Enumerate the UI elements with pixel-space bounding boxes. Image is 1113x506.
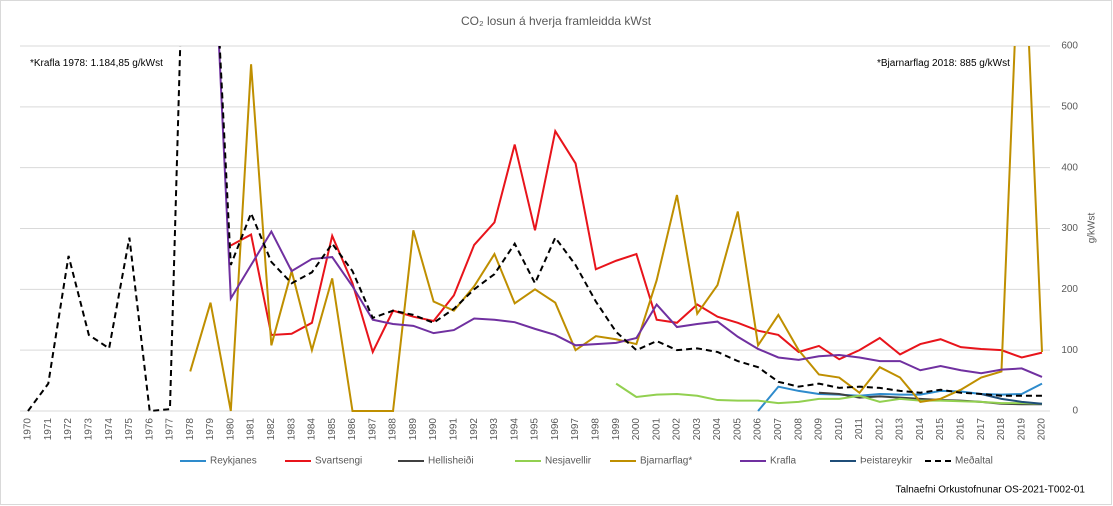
legend-label: Reykjanes — [210, 456, 257, 467]
x-tick-label: 1985 — [327, 418, 338, 441]
legend-label: Hellisheiði — [428, 455, 474, 467]
y-tick-label: 200 — [1061, 284, 1078, 295]
y-tick-label: 0 — [1072, 406, 1078, 417]
x-tick-label: 2015 — [935, 418, 946, 441]
series-line — [615, 382, 1043, 405]
x-tick-label: 2014 — [915, 418, 926, 441]
x-tick-label: 1975 — [124, 418, 135, 441]
series-line — [189, 46, 1043, 412]
x-tick-label: 1994 — [509, 418, 520, 441]
x-tick-label: 1971 — [43, 418, 54, 441]
x-tick-label: 2005 — [732, 418, 743, 441]
x-tick-label: 2016 — [956, 418, 967, 441]
x-tick-label: 1979 — [205, 418, 216, 441]
legend-label: Þeistareykir — [860, 456, 913, 467]
x-tick-label: 1970 — [23, 418, 34, 441]
legend-label: Nesjavellir — [545, 456, 592, 467]
x-tick-label: 2002 — [672, 418, 683, 441]
x-tick-label: 2013 — [895, 418, 906, 441]
legend-label: Meðaltal — [955, 455, 993, 467]
y-tick-label: 100 — [1061, 345, 1078, 356]
legend-label: Svartsengi — [315, 456, 362, 467]
x-tick-label: 2000 — [631, 418, 642, 441]
x-tick-label: 1976 — [144, 418, 155, 441]
x-tick-label: 2020 — [1037, 418, 1048, 441]
x-tick-label: 2001 — [651, 418, 662, 441]
x-tick-label: 1981 — [246, 418, 257, 441]
x-tick-label: 2004 — [712, 418, 723, 441]
y-tick-label: 300 — [1061, 223, 1078, 234]
x-tick-label: 1986 — [347, 418, 358, 441]
x-tick-label: 2003 — [692, 418, 703, 441]
annotation: *Bjarnarflag 2018: 885 g/kWst — [877, 58, 1010, 69]
y-tick-label: 500 — [1061, 101, 1078, 112]
x-tick-label: 1995 — [530, 418, 541, 441]
x-tick-label: 1993 — [489, 418, 500, 441]
source: Talnaefni Orkustofnunar OS-2021-T002-01 — [895, 485, 1085, 496]
x-tick-label: 2008 — [793, 418, 804, 441]
plot-area — [27, 46, 1043, 413]
x-tick-label: 1998 — [590, 418, 601, 441]
x-tick-label: 2006 — [753, 418, 764, 441]
y-tick-label: 600 — [1061, 41, 1078, 52]
x-tick-label: 1984 — [307, 418, 318, 441]
annotation: *Krafla 1978: 1.184,85 g/kWst — [30, 58, 163, 69]
x-tick-label: 1988 — [388, 418, 399, 441]
series-line — [757, 382, 1043, 412]
x-tick-label: 1974 — [104, 418, 115, 441]
series-line — [980, 392, 1043, 405]
x-tick-label: 1983 — [286, 418, 297, 441]
x-tick-label: 1996 — [550, 418, 561, 441]
x-tick-label: 1972 — [63, 418, 74, 441]
x-tick-label: 2017 — [976, 418, 987, 441]
x-tick-label: 2019 — [1016, 418, 1027, 441]
x-tick-label: 1989 — [408, 418, 419, 441]
x-tick-label: 1990 — [428, 418, 439, 441]
legend-label: Bjarnarflag* — [640, 456, 692, 467]
x-tick-label: 2011 — [854, 418, 865, 440]
series-line — [230, 128, 1043, 361]
x-tick-label: 2010 — [834, 418, 845, 441]
x-tick-label: 1987 — [367, 418, 378, 441]
y-tick-label: 400 — [1061, 162, 1078, 173]
x-tick-label: 1978 — [185, 418, 196, 441]
x-tick-label: 1982 — [266, 418, 277, 441]
x-tick-label: 1999 — [611, 418, 622, 441]
x-tick-label: 1997 — [570, 418, 581, 441]
x-tick-label: 1973 — [83, 418, 94, 441]
x-tick-label: 1992 — [469, 418, 480, 441]
x-tick-label: 1977 — [165, 418, 176, 441]
x-tick-label: 2009 — [814, 418, 825, 441]
x-tick-label: 1980 — [225, 418, 236, 441]
x-tick-label: 2007 — [773, 418, 784, 441]
series-line — [218, 46, 1043, 378]
chart-title: CO₂ losun á hverja framleidda kWst — [461, 14, 652, 28]
x-tick-label: 2012 — [874, 418, 885, 441]
x-tick-label: 1991 — [449, 418, 460, 441]
x-tick-label: 2018 — [996, 418, 1007, 441]
legend-label: Krafla — [770, 456, 797, 467]
y-axis-label: g/kWst — [1087, 213, 1098, 244]
